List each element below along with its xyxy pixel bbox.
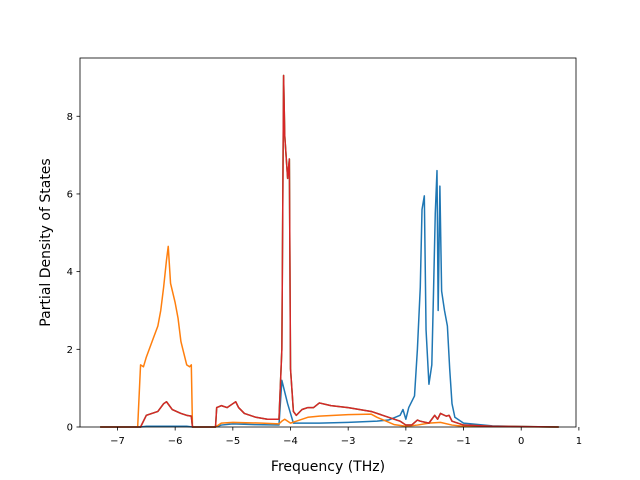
x-tick-label: −5 xyxy=(225,436,240,447)
y-tick-label: 8 xyxy=(67,112,73,123)
x-tick-label: −2 xyxy=(398,436,413,447)
series-line-4 xyxy=(100,74,559,428)
x-tick-label: 0 xyxy=(518,436,524,447)
x-tick-label: −1 xyxy=(456,436,471,447)
series-line-2 xyxy=(100,245,559,428)
y-axis-label: Partial Density of States xyxy=(38,158,54,326)
x-tick-label: −6 xyxy=(168,436,183,447)
y-axis: 0 2 4 6 8 xyxy=(67,112,80,434)
x-axis: −7 −6 −5 −4 −3 −2 −1 0 1 xyxy=(110,427,582,447)
x-tick-label: 1 xyxy=(576,436,582,447)
x-axis-label: Frequency (THz) xyxy=(271,459,385,475)
x-tick-label: −7 xyxy=(110,436,125,447)
y-tick-label: 6 xyxy=(67,189,73,200)
y-tick-label: 4 xyxy=(67,267,73,278)
y-tick-label: 2 xyxy=(67,345,73,356)
x-tick-label: −4 xyxy=(283,436,298,447)
plot-frame xyxy=(79,57,577,428)
series-line-1 xyxy=(100,169,559,428)
series-layer xyxy=(100,74,559,428)
x-tick-label: −3 xyxy=(341,436,356,447)
y-tick-label: 0 xyxy=(67,423,73,434)
